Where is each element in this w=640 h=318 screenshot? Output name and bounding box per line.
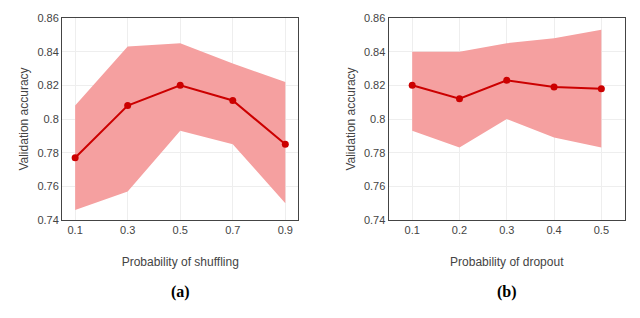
svg-text:0.76: 0.76 (37, 180, 58, 192)
svg-text:(a): (a) (171, 283, 190, 301)
svg-text:0.74: 0.74 (364, 214, 385, 226)
svg-text:Probability of shuffling: Probability of shuffling (122, 255, 239, 269)
svg-text:0.84: 0.84 (37, 46, 58, 58)
svg-text:0.86: 0.86 (37, 12, 58, 24)
svg-text:0.78: 0.78 (37, 147, 58, 159)
svg-text:0.4: 0.4 (546, 224, 561, 236)
svg-text:0.3: 0.3 (120, 224, 135, 236)
svg-text:0.74: 0.74 (37, 214, 58, 226)
svg-text:0.7: 0.7 (225, 224, 240, 236)
svg-text:0.1: 0.1 (405, 224, 420, 236)
svg-text:0.5: 0.5 (594, 224, 609, 236)
svg-text:Validation accuracy: Validation accuracy (17, 67, 31, 170)
svg-text:0.84: 0.84 (364, 46, 385, 58)
svg-text:0.8: 0.8 (370, 113, 385, 125)
svg-text:0.86: 0.86 (364, 12, 385, 24)
svg-text:0.3: 0.3 (499, 224, 514, 236)
svg-text:Probability of dropout: Probability of dropout (450, 255, 564, 269)
svg-text:0.1: 0.1 (67, 224, 82, 236)
svg-text:0.5: 0.5 (173, 224, 188, 236)
svg-text:(b): (b) (497, 283, 517, 301)
svg-text:Validation accuracy: Validation accuracy (344, 67, 358, 170)
svg-text:0.76: 0.76 (364, 180, 385, 192)
svg-text:0.82: 0.82 (364, 79, 385, 91)
svg-text:0.82: 0.82 (37, 79, 58, 91)
svg-text:0.8: 0.8 (44, 113, 59, 125)
svg-text:0.2: 0.2 (452, 224, 467, 236)
svg-text:0.9: 0.9 (278, 224, 293, 236)
svg-text:0.78: 0.78 (364, 147, 385, 159)
